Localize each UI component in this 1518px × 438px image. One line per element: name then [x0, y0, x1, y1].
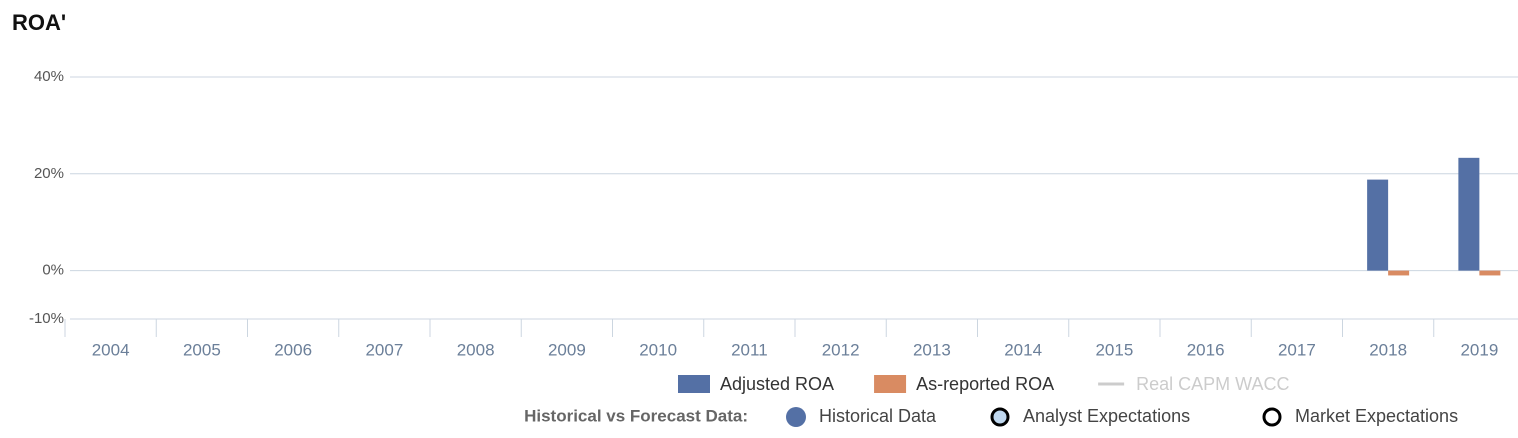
x-tick-label: 2005: [183, 340, 221, 359]
x-tick-label: 2008: [457, 340, 495, 359]
x-tick-label: 2012: [822, 340, 860, 359]
x-tick-label: 2018: [1369, 340, 1407, 359]
x-tick-label: 2014: [1004, 340, 1042, 359]
legend-label: Adjusted ROA: [720, 374, 834, 394]
x-tick-label: 2017: [1278, 340, 1316, 359]
x-tick-label: 2019: [1460, 340, 1498, 359]
y-tick-label: -10%: [29, 310, 64, 327]
y-tick-label: 20%: [34, 165, 64, 182]
x-tick-label: 2007: [365, 340, 403, 359]
bar: [1479, 270, 1501, 276]
legend-label: Market Expectations: [1295, 406, 1458, 426]
legend-marker: [990, 407, 1010, 427]
legend-label: As-reported ROA: [916, 374, 1054, 394]
x-tick-label: 2016: [1187, 340, 1225, 359]
x-tick-label: 2009: [548, 340, 586, 359]
x-tick-label: 2010: [639, 340, 677, 359]
bar: [1367, 179, 1389, 271]
legend-label: Real CAPM WACC: [1136, 374, 1289, 394]
x-tick-label: 2011: [731, 340, 768, 359]
y-tick-label: 40%: [34, 68, 64, 85]
x-tick-label: 2006: [274, 340, 312, 359]
bar: [1458, 157, 1480, 271]
bar: [1388, 270, 1410, 276]
x-tick-label: 2015: [1095, 340, 1133, 359]
legend-marker: [786, 407, 806, 427]
legend-label: Analyst Expectations: [1023, 406, 1190, 426]
legend-swatch: [874, 375, 907, 393]
y-tick-label: 0%: [42, 262, 64, 279]
chart-title: ROA': [12, 10, 66, 35]
x-tick-label: 2004: [92, 340, 130, 359]
legend-marker: [1262, 407, 1282, 427]
legend-swatch: [678, 375, 710, 393]
legend-title: Historical vs Forecast Data:: [524, 406, 748, 425]
legend-label: Historical Data: [819, 406, 937, 426]
x-tick-label: 2013: [913, 340, 951, 359]
